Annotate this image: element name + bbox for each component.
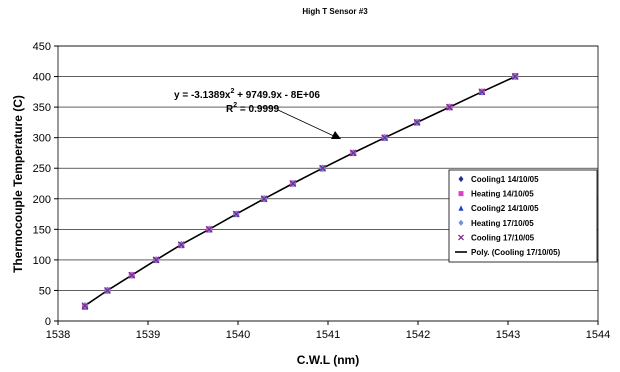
legend-label: Cooling1 14/10/05 xyxy=(471,175,539,184)
y-tick-labels: 0 50 100 150 200 250 300 350 400 450 xyxy=(33,41,51,328)
r-squared-prefix: R xyxy=(226,104,234,115)
x-tick-labels: 1538 1539 1540 1541 1542 1543 1544 xyxy=(46,329,610,341)
data-point-series-5 xyxy=(81,302,89,310)
legend-label: Cooling 17/10/05 xyxy=(471,233,535,242)
y-tick-label: 400 xyxy=(33,72,51,84)
x-tick-label: 1540 xyxy=(226,329,250,341)
data-point-series-5 xyxy=(349,149,357,157)
data-point-series-5 xyxy=(205,225,213,233)
data-point-series-5 xyxy=(446,103,453,111)
data-point-series-5 xyxy=(232,210,240,218)
data-point-series-5 xyxy=(413,118,421,126)
annotation-arrow-head xyxy=(331,131,341,139)
legend-marker xyxy=(458,234,464,241)
data-point-series-5 xyxy=(319,164,327,172)
equation-suffix: + 9749.9x - 8E+06 xyxy=(234,90,320,101)
y-tick-label: 250 xyxy=(33,163,51,175)
equation-prefix: y = -3.1389x xyxy=(174,90,231,101)
data-point-series-5 xyxy=(478,88,486,96)
annotation-arrow-shaft xyxy=(277,109,337,138)
r-squared-suffix: = 0.9999 xyxy=(237,104,279,115)
data-points xyxy=(81,72,519,310)
data-point-series-5 xyxy=(260,195,268,203)
legend-label: Heating 14/10/05 xyxy=(471,190,534,199)
legend-marker xyxy=(458,205,464,211)
x-tick-label: 1541 xyxy=(316,329,340,341)
legend-marker xyxy=(458,219,464,226)
y-tick-label: 450 xyxy=(33,41,51,53)
legend: Cooling1 14/10/05 Heating 14/10/05 Cooling… xyxy=(448,169,598,263)
x-tick-label: 1539 xyxy=(136,329,160,341)
legend-label: Heating 17/10/05 xyxy=(471,219,534,228)
data-point-series-5 xyxy=(177,241,185,249)
legend-marker xyxy=(458,191,464,197)
x-tick-label: 1543 xyxy=(496,329,520,341)
legend-box xyxy=(448,169,598,263)
r-squared-text: R2 = 0.9999 xyxy=(226,102,280,115)
data-point-series-5 xyxy=(104,286,111,294)
fit-line xyxy=(84,75,516,307)
y-axis-title: Thermocouple Temperature (C) xyxy=(11,95,25,273)
data-point-series-5 xyxy=(381,134,389,142)
equation-text: y = -3.1389x2 + 9749.9x - 8E+06 xyxy=(174,88,320,101)
y-tick-label: 50 xyxy=(39,285,51,297)
equation-exponent: 2 xyxy=(230,88,234,95)
data-point-series-5 xyxy=(289,180,297,187)
r-squared-exponent: 2 xyxy=(233,102,237,109)
data-point-series-5 xyxy=(128,271,136,279)
y-tick-label: 150 xyxy=(33,224,51,236)
y-tick-label: 350 xyxy=(33,102,51,114)
legend-label: Poly. (Cooling 17/10/05) xyxy=(471,248,561,257)
x-tick-label: 1538 xyxy=(46,329,70,341)
x-tick-label: 1542 xyxy=(406,329,430,341)
y-tick-label: 100 xyxy=(33,255,51,267)
y-tick-label: 0 xyxy=(45,316,51,328)
data-point-series-5 xyxy=(511,73,519,81)
legend-items: Cooling1 14/10/05 Heating 14/10/05 Cooling… xyxy=(455,175,561,257)
data-point-series-5 xyxy=(152,256,160,264)
plot-area xyxy=(57,45,599,322)
legend-marker xyxy=(458,175,464,183)
y-tick-label: 300 xyxy=(33,133,51,145)
x-tick-label: 1544 xyxy=(586,329,610,341)
trendline-annotation: y = -3.1389x2 + 9749.9x - 8E+06 R2 = 0.9… xyxy=(174,88,341,139)
chart-title: High T Sensor #3 xyxy=(302,7,368,16)
x-axis-title: C.W.L (nm) xyxy=(297,353,359,367)
legend-label: Cooling2 14/10/05 xyxy=(471,204,539,213)
y-tick-label: 200 xyxy=(33,194,51,206)
